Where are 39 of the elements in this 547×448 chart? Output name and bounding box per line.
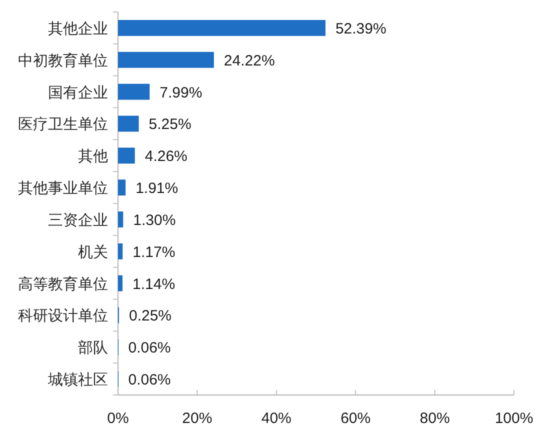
y-tick-label: 高等教育单位 [18,276,108,293]
data-label: 0.06% [128,372,171,389]
data-label: 0.25% [128,308,172,325]
y-tick-label: 其他 [78,148,108,166]
y-tick-label: 机关 [78,244,108,261]
y-tick-label: 其他企业 [48,20,108,38]
data-label: 52.39% [335,20,386,38]
data-label: 0.06% [128,340,171,357]
data-label: 1.30% [133,212,176,229]
bar [118,275,123,292]
y-tick-label: 城镇社区 [47,372,108,389]
y-tick-label: 部队 [78,340,108,357]
x-tick-label: 60% [340,410,371,427]
bar [118,243,123,260]
data-label: 24.22% [224,52,275,70]
data-label: 1.17% [132,244,176,261]
x-tick-label: 80% [420,410,450,427]
data-label: 7.99% [160,84,202,102]
data-label: 5.25% [148,116,192,134]
y-tick-label: 科研设计单位 [18,308,108,325]
y-tick-label: 其他事业单位 [18,180,108,198]
x-tick-label: 0% [107,410,129,427]
bar [118,148,135,164]
x-tick-label: 100% [494,410,534,427]
x-tick-label: 40% [261,410,292,427]
bar [118,52,214,68]
bar [118,180,126,196]
bar [118,84,150,100]
data-label: 4.26% [144,148,188,166]
y-tick-label: 三资企业 [48,212,108,229]
data-label: 1.91% [136,180,178,198]
x-tick-label: 20% [182,410,212,427]
y-tick-label: 中初教育单位 [18,52,108,70]
bar [118,116,139,132]
bar [118,20,326,36]
y-tick-label: 国有企业 [48,84,108,102]
data-label: 1.14% [132,276,176,293]
bar [118,211,124,228]
y-tick-label: 医疗卫生单位 [18,116,108,134]
